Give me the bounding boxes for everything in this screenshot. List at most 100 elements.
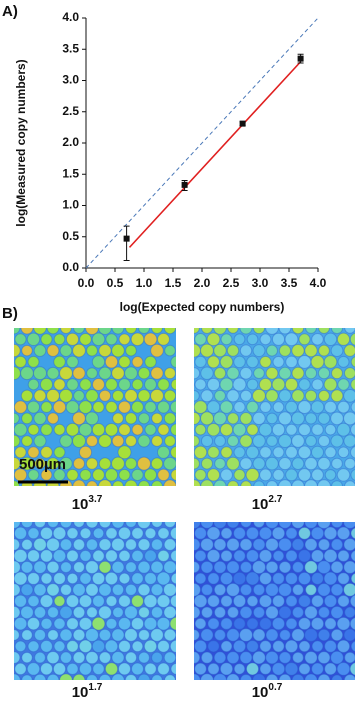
- droplet: [78, 400, 93, 414]
- image-caption: 102.7: [252, 494, 283, 513]
- droplet: [164, 435, 176, 447]
- droplet: [194, 561, 201, 574]
- droplet: [163, 479, 176, 486]
- droplet: [163, 328, 176, 335]
- droplet: [131, 572, 144, 585]
- droplet: [66, 640, 79, 653]
- droplet: [285, 355, 298, 369]
- droplet: [284, 332, 299, 347]
- droplet: [219, 377, 234, 392]
- droplet: [285, 572, 298, 585]
- droplet: [125, 344, 137, 357]
- droplet: [252, 673, 266, 680]
- caption-base: 10: [252, 684, 269, 701]
- droplet: [46, 388, 60, 403]
- droplet: [297, 354, 312, 369]
- droplet: [138, 651, 150, 664]
- droplet: [252, 328, 266, 335]
- droplet: [47, 412, 59, 425]
- droplet: [33, 328, 47, 335]
- droplet: [220, 446, 233, 459]
- droplet: [53, 572, 66, 585]
- droplet: [337, 446, 350, 459]
- droplet: [265, 522, 279, 529]
- droplet: [150, 583, 164, 597]
- droplet: [311, 378, 324, 391]
- droplet: [285, 595, 298, 608]
- droplet: [157, 468, 170, 482]
- droplet: [150, 343, 164, 358]
- droplet: [46, 560, 60, 574]
- droplet: [105, 595, 118, 607]
- droplet: [14, 343, 21, 358]
- droplet: [73, 561, 85, 574]
- droplet: [239, 366, 253, 380]
- droplet: [98, 522, 112, 529]
- droplet: [317, 522, 331, 529]
- droplet: [253, 367, 265, 380]
- droplet: [304, 628, 318, 642]
- droplet: [33, 522, 47, 529]
- droplet: [182, 641, 194, 653]
- droplet: [304, 605, 318, 620]
- droplet: [213, 538, 227, 552]
- droplet: [233, 401, 246, 414]
- droplet: [343, 538, 355, 552]
- micrograph: [0, 328, 176, 492]
- droplet: [98, 583, 112, 597]
- droplet: [14, 522, 21, 529]
- droplet: [33, 628, 47, 642]
- droplet: [304, 367, 318, 380]
- droplet: [2, 402, 13, 413]
- scale-bar-label: 500µm: [19, 456, 66, 473]
- droplet: [298, 662, 311, 675]
- droplet: [124, 366, 138, 381]
- droplet: [194, 343, 201, 358]
- droplet: [124, 673, 138, 680]
- droplet: [125, 328, 137, 334]
- y-tick-label: 1.0: [62, 198, 79, 212]
- droplet: [278, 434, 292, 448]
- droplet: [163, 522, 176, 529]
- droplet: [26, 400, 41, 414]
- droplet: [59, 434, 73, 448]
- droplet: [98, 560, 112, 574]
- droplet: [343, 344, 355, 357]
- droplet: [292, 606, 304, 619]
- droplet: [291, 522, 305, 529]
- droplet: [2, 664, 13, 675]
- droplet: [343, 411, 355, 426]
- droplet: [259, 662, 272, 675]
- droplet: [175, 458, 186, 469]
- x-tick-label: 2.0: [194, 276, 211, 290]
- droplet: [304, 343, 318, 358]
- droplet: [331, 367, 343, 380]
- droplet: [59, 605, 73, 620]
- droplet: [92, 468, 105, 482]
- droplet: [324, 446, 337, 459]
- droplet: [285, 445, 298, 459]
- droplet: [27, 355, 40, 368]
- droplet: [194, 538, 201, 552]
- droplet: [252, 606, 266, 619]
- droplet: [265, 673, 279, 680]
- droplet: [194, 572, 207, 585]
- droplet: [194, 333, 207, 346]
- droplet: [59, 388, 73, 403]
- droplet: [131, 527, 144, 540]
- droplet: [220, 468, 233, 482]
- droplet: [33, 434, 47, 448]
- droplet: [0, 481, 7, 492]
- droplet: [73, 522, 85, 528]
- droplet: [0, 389, 7, 402]
- droplet: [220, 594, 233, 608]
- droplet: [265, 366, 279, 380]
- droplet: [200, 389, 214, 403]
- droplet: [311, 333, 324, 346]
- droplet: [245, 467, 260, 482]
- droplet: [124, 389, 138, 403]
- droplet: [52, 662, 67, 676]
- droplet: [130, 617, 145, 631]
- droplet: [0, 630, 6, 641]
- droplet: [112, 389, 124, 402]
